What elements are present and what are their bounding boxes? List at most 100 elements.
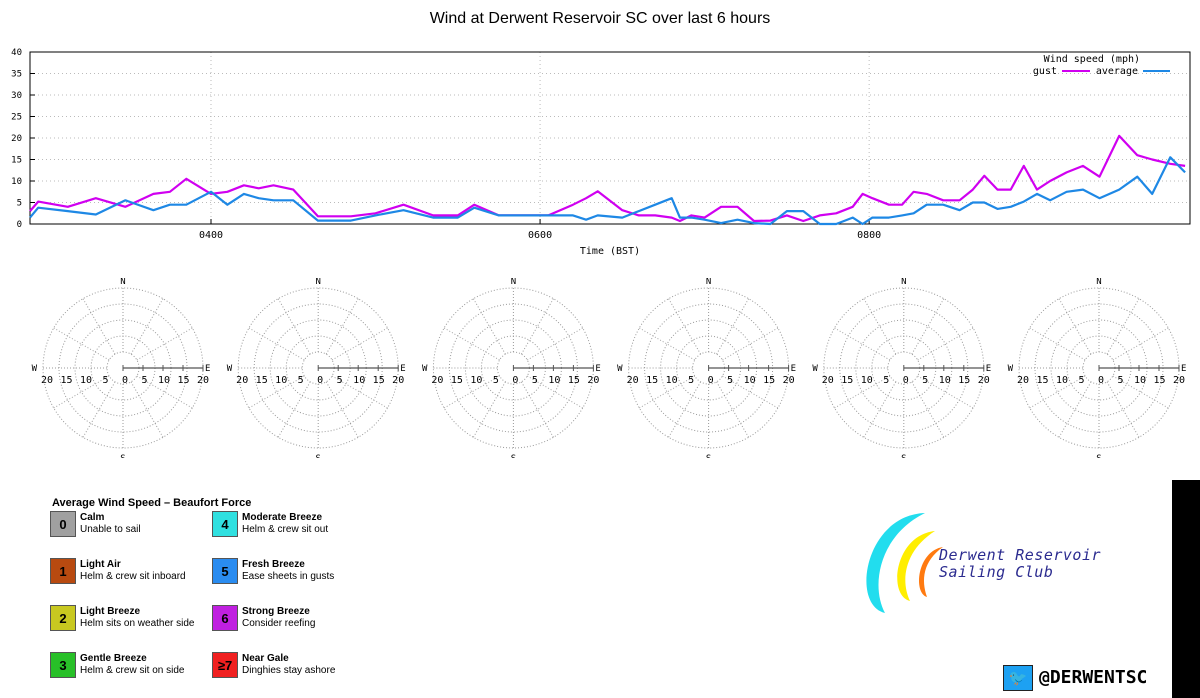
series-line-average — [29, 156, 1186, 226]
wind-rose: NSEW201510505101520 — [812, 278, 991, 458]
twitter-handle: @DERWENTSC — [1039, 667, 1148, 688]
side-bar — [1172, 480, 1200, 698]
x-tick-label: 0800 — [857, 230, 881, 241]
rose-speed-tick: 10 — [548, 375, 560, 386]
rose-spoke — [1029, 327, 1086, 361]
rose-speed-tick: 10 — [80, 375, 92, 386]
rose-speed-tick: 20 — [783, 375, 795, 386]
beaufort-force-desc: Dinghies stay ashore — [242, 665, 336, 676]
rose-label-w: W — [812, 364, 818, 374]
wind-rose: NSEW201510505101520 — [227, 278, 406, 458]
wind-rose: NSEW201510505101520 — [617, 278, 796, 458]
wind-rose: NSEW201510505101520 — [32, 278, 211, 458]
y-tick-label: 0 — [17, 220, 22, 230]
club-logo: Derwent Reservoir Sailing Club — [855, 505, 1105, 620]
rose-speed-tick: 15 — [841, 375, 853, 386]
rose-spoke — [716, 381, 750, 438]
rose-speed-tick: 5 — [102, 375, 108, 386]
beaufort-item: 0 Calm Unable to sail — [50, 511, 215, 547]
rose-speed-tick: 20 — [587, 375, 599, 386]
rose-label-w: W — [227, 364, 233, 374]
rose-speed-tick: 0 — [708, 375, 714, 386]
rose-spoke — [82, 381, 116, 438]
rose-speed-tick: 20 — [627, 375, 639, 386]
rose-spoke — [331, 327, 388, 361]
rose-speed-tick: 0 — [122, 375, 128, 386]
rose-speed-tick: 5 — [922, 375, 928, 386]
rose-label-s: S — [120, 454, 125, 458]
rose-speed-tick: 15 — [256, 375, 268, 386]
rose-speed-tick: 20 — [978, 375, 990, 386]
rose-speed-tick: 20 — [41, 375, 53, 386]
wind-speed-chart: 0 5 10 15 20 25 30 35 40 0400 0600 0800 Time (BST) W… — [11, 48, 1191, 257]
rose-label-e: E — [400, 364, 405, 374]
rose-label-n: N — [706, 278, 711, 287]
rose-spoke — [53, 327, 110, 361]
beaufort-item: 4 Moderate Breeze Helm & crew sit out — [212, 511, 377, 547]
rose-speed-tick: 15 — [1153, 375, 1165, 386]
rose-spoke — [443, 327, 500, 361]
rose-label-n: N — [901, 278, 906, 287]
beaufort-item: 6 Strong Breeze Consider reefing — [212, 605, 377, 641]
legend-entry-average: average — [1096, 66, 1138, 77]
rose-speed-tick: 10 — [666, 375, 678, 386]
rose-speed-tick: 5 — [337, 375, 343, 386]
rose-speed-tick: 10 — [1056, 375, 1068, 386]
rose-label-n: N — [315, 278, 320, 287]
y-tick-label: 15 — [11, 156, 22, 166]
rose-speed-tick: 10 — [1134, 375, 1146, 386]
beaufort-force-swatch: 3 — [50, 652, 76, 678]
rose-label-e: E — [791, 364, 796, 374]
rose-speed-tick: 15 — [373, 375, 385, 386]
twitter-badge[interactable]: 🐦 @DERWENTSC — [1003, 663, 1163, 695]
rose-speed-tick: 20 — [392, 375, 404, 386]
wind-rose: NSEW201510505101520 — [422, 278, 601, 458]
beaufort-force-swatch: 1 — [50, 558, 76, 584]
rose-spoke — [472, 381, 506, 438]
rose-spoke — [136, 327, 193, 361]
rose-spoke — [1058, 381, 1092, 438]
rose-speed-tick: 10 — [158, 375, 170, 386]
beaufort-force-desc: Ease sheets in gusts — [242, 571, 335, 582]
rose-spoke — [325, 381, 359, 438]
rose-spoke — [911, 298, 945, 355]
rose-speed-tick: 10 — [744, 375, 756, 386]
rose-label-n: N — [120, 278, 125, 287]
y-tick-label: 10 — [11, 177, 22, 187]
beaufort-force-name: Strong Breeze — [242, 606, 310, 617]
twitter-bird-icon: 🐦 — [1003, 665, 1033, 691]
y-tick-label: 25 — [11, 113, 22, 123]
wind-direction-roses: N S E W 20 15 10 5 0 5 10 15 20 N S E W 20 15 10 5 0 5 10 15 20 N S… — [32, 278, 1187, 458]
rose-label-w: W — [617, 364, 623, 374]
rose-speed-tick: 10 — [353, 375, 365, 386]
beaufort-legend-title: Average Wind Speed – Beaufort Force — [52, 497, 252, 509]
club-name-line2: Sailing Club — [939, 563, 1054, 581]
rose-speed-tick: 15 — [763, 375, 775, 386]
x-axis-label: Time (BST) — [580, 246, 640, 257]
rose-speed-tick: 15 — [1036, 375, 1048, 386]
rose-spoke — [82, 298, 116, 355]
x-tick-label: 0400 — [199, 230, 223, 241]
rose-label-s: S — [315, 454, 320, 458]
rose-speed-tick: 5 — [532, 375, 538, 386]
rose-speed-tick: 5 — [1117, 375, 1123, 386]
rose-spoke — [1106, 381, 1140, 438]
rose-speed-tick: 5 — [883, 375, 889, 386]
rose-label-s: S — [901, 454, 906, 458]
y-tick-label: 35 — [11, 70, 22, 80]
rose-spoke — [520, 298, 554, 355]
plot-frame — [29, 51, 1191, 225]
rose-speed-tick: 5 — [688, 375, 694, 386]
rose-label-e: E — [595, 364, 600, 374]
beaufort-force-desc: Helm sits on weather side — [80, 618, 195, 629]
rose-speed-tick: 15 — [60, 375, 72, 386]
rose-spoke — [520, 381, 554, 438]
beaufort-item: 3 Gentle Breeze Helm & crew sit on side — [50, 652, 215, 688]
y-tick-label: 30 — [11, 91, 22, 101]
rose-speed-tick: 0 — [317, 375, 323, 386]
y-tick-label: 40 — [11, 48, 22, 58]
rose-label-n: N — [1096, 278, 1101, 287]
beaufort-force-name: Light Air — [80, 559, 121, 570]
beaufort-legend: Average Wind Speed – Beaufort Force 0 Cal… — [50, 497, 380, 692]
beaufort-force-swatch: 0 — [50, 511, 76, 537]
